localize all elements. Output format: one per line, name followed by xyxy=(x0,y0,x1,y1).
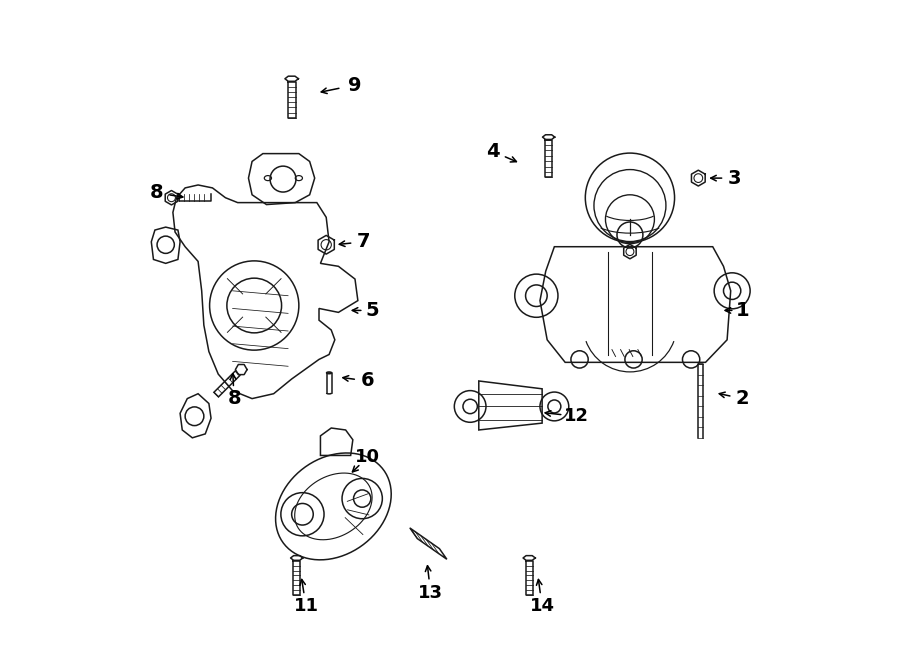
Text: 3: 3 xyxy=(727,169,741,188)
Text: 8: 8 xyxy=(149,183,163,202)
Text: 5: 5 xyxy=(365,301,379,320)
Text: 6: 6 xyxy=(360,371,374,391)
Text: 14: 14 xyxy=(529,598,554,615)
Text: 10: 10 xyxy=(355,448,380,467)
Text: 7: 7 xyxy=(357,232,371,251)
Text: 13: 13 xyxy=(418,584,443,602)
Text: 4: 4 xyxy=(486,142,500,161)
Text: 2: 2 xyxy=(735,389,749,408)
Text: 1: 1 xyxy=(735,301,749,320)
Text: 8: 8 xyxy=(228,389,241,408)
Text: 9: 9 xyxy=(348,75,362,95)
Text: 11: 11 xyxy=(293,598,319,615)
Text: 12: 12 xyxy=(563,407,589,425)
